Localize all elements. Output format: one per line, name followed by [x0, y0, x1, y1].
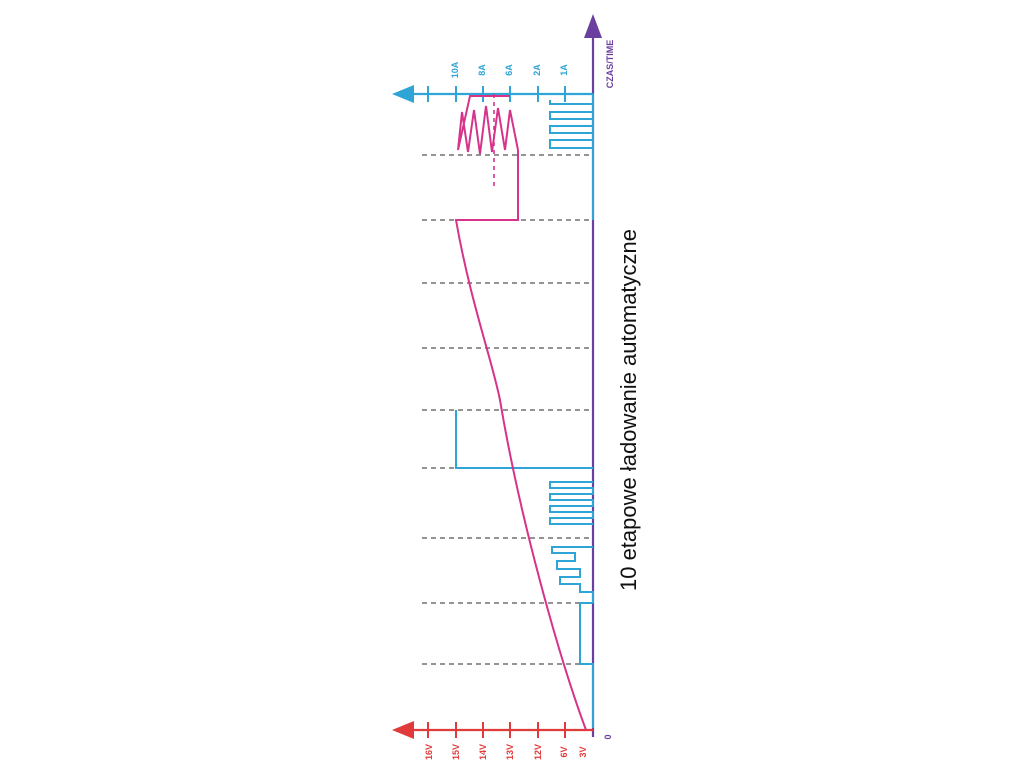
origin-label: 0 [603, 734, 613, 739]
voltage-label-14v: 14V [478, 744, 488, 760]
voltage-label-6v: 6V [559, 746, 569, 757]
current-axis-labels: 10A 8A 6A 2A 1A [450, 61, 569, 78]
diagram-title: 10 etapowe ładowanie automatyczne [616, 229, 641, 591]
current-label-10a: 10A [450, 61, 460, 78]
voltage-label-3v: 3V [578, 746, 588, 757]
stage-dividers [422, 154, 592, 665]
current-axis [392, 85, 593, 103]
current-label-8a: 8A [477, 64, 487, 76]
voltage-label-15v: 15V [451, 744, 461, 760]
voltage-label-12v: 12V [533, 744, 543, 760]
current-curve [455, 94, 594, 728]
voltage-axis-labels: 16V 15V 14V 13V 12V 6V 3V [424, 744, 588, 760]
voltage-label-16v: 16V [424, 744, 434, 760]
voltage-label-13v: 13V [505, 744, 515, 760]
voltage-axis [392, 721, 593, 739]
current-label-6a: 6A [504, 64, 514, 76]
time-axis-label: CZAS/TIME [605, 40, 615, 89]
current-label-2a: 2A [532, 64, 542, 76]
current-label-1a: 1A [559, 64, 569, 76]
voltage-curve [454, 95, 587, 731]
